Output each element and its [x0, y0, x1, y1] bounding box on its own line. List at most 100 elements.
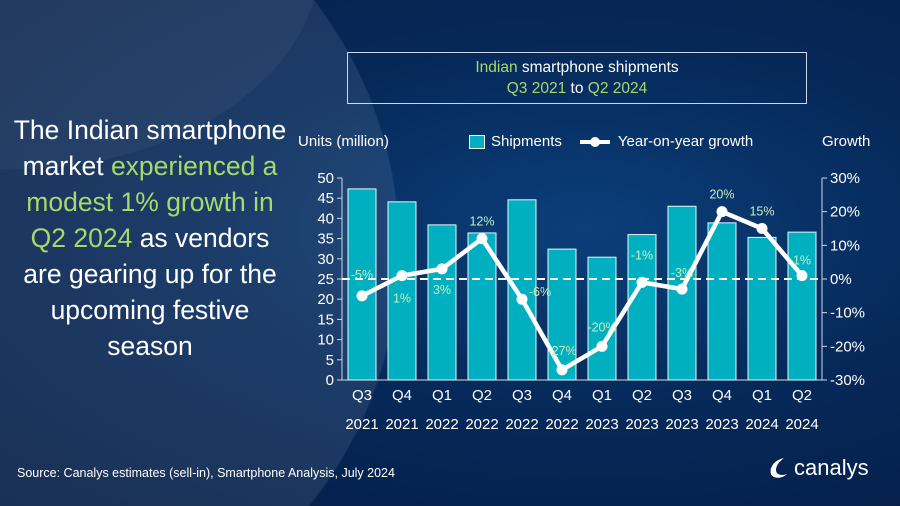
shipments-bar [707, 222, 737, 381]
x-tick-label-year: 2022 [545, 416, 578, 433]
y2-tick-label: 0% [830, 271, 852, 288]
x-tick-label-quarter: Q3 [672, 387, 692, 404]
x-tick-label-quarter: Q1 [592, 387, 612, 404]
x-tick-label-quarter: Q3 [512, 387, 532, 404]
y-tick-label: 45 [317, 190, 334, 207]
y2-axis-title: Growth [822, 133, 871, 150]
canalys-logo: canalys [768, 455, 869, 481]
x-tick-label-quarter: Q2 [792, 387, 812, 404]
x-tick-label-quarter: Q4 [552, 387, 572, 404]
y-tick-label: 50 [317, 170, 334, 187]
growth-point [676, 283, 688, 295]
x-tick-label-year: 2023 [705, 416, 738, 433]
growth-point [596, 340, 608, 352]
growth-point [516, 293, 528, 305]
x-tick-label-year: 2023 [585, 416, 618, 433]
growth-point [716, 206, 728, 218]
shipments-bar [427, 224, 457, 381]
growth-data-label: 20% [709, 188, 734, 202]
growth-data-label: 15% [749, 205, 774, 219]
y-tick-label: 40 [317, 210, 334, 227]
x-tick-label-year: 2022 [505, 416, 538, 433]
growth-line [360, 209, 804, 373]
growth-data-label: 1% [393, 292, 411, 306]
y2-tick-label: -20% [830, 338, 865, 355]
y-tick-label: 0 [326, 372, 334, 389]
y2-tick-label: 10% [830, 237, 860, 254]
x-tick-label-year: 2021 [345, 416, 378, 433]
shipments-bar [347, 188, 377, 381]
x-tick-label-quarter: Q3 [352, 387, 372, 404]
y-tick-label: 25 [317, 271, 334, 288]
x-tick-label-quarter: Q2 [632, 387, 652, 404]
growth-point [476, 233, 488, 245]
y-tick-label: 5 [326, 352, 334, 369]
growth-data-label: 1% [793, 254, 811, 268]
y2-tick-label: 30% [830, 170, 860, 187]
x-tick-label-year: 2022 [425, 416, 458, 433]
x-tick-label-year: 2023 [625, 416, 658, 433]
legend-shipments: Shipments [491, 133, 562, 150]
growth-point [436, 263, 448, 275]
y-tick-label: 20 [317, 291, 334, 308]
shipments-bar [587, 256, 617, 381]
y2-tick-label: -30% [830, 372, 865, 389]
growth-data-label: -3% [671, 266, 693, 280]
growth-point [756, 223, 768, 234]
legend: Shipments Year-on-year growth [469, 133, 753, 150]
x-tick-label-quarter: Q4 [392, 387, 412, 404]
headline-text: The Indian smartphone market [13, 115, 287, 181]
growth-point [796, 270, 808, 282]
y-tick-label: 10 [317, 332, 334, 349]
title-highlight: Q3 2021 [506, 80, 567, 97]
growth-data-label: -5% [351, 268, 373, 282]
growth-data-label: 3% [433, 283, 451, 297]
chart-title: Indian smartphone shipments Q3 2021 to Q… [347, 52, 807, 104]
growth-data-label: -20% [587, 320, 616, 334]
growth-data-label: -6% [529, 285, 551, 299]
growth-point [556, 364, 568, 376]
legend-growth: Year-on-year growth [617, 133, 754, 150]
shipments-bar [547, 248, 577, 381]
title-text: smartphone shipments [517, 59, 679, 76]
logo-text: canalys [794, 455, 869, 480]
growth-point [396, 270, 408, 282]
title-highlight: Q2 2024 [587, 80, 648, 97]
canalys-swoosh-icon [770, 458, 787, 478]
x-tick-label-quarter: Q4 [712, 387, 732, 404]
growth-point [636, 276, 648, 288]
y-tick-label: 35 [317, 231, 334, 248]
growth-data-label: 12% [469, 215, 494, 229]
x-tick-label-year: 2023 [665, 416, 698, 433]
legend-line-swatch [579, 136, 610, 147]
growth-point [356, 290, 368, 302]
shipments-bar [387, 201, 417, 381]
shipments-bar [507, 199, 537, 381]
x-tick-label-year: 2024 [785, 416, 818, 433]
y-tick-label: 30 [317, 251, 334, 268]
title-text: to [566, 80, 588, 97]
y-axis-title: Units (million) [298, 133, 389, 150]
title-highlight: Indian [475, 59, 518, 76]
shipments-bar [787, 231, 817, 381]
shipments-bar [747, 236, 777, 381]
y2-tick-label: 20% [830, 204, 860, 221]
source-note: Source: Canalys estimates (sell-in), Sma… [17, 466, 395, 480]
legend-bar-swatch [469, 134, 485, 149]
x-tick-label-quarter: Q1 [432, 387, 452, 404]
y-tick-label: 15 [317, 311, 334, 328]
headline: The Indian smartphone market experienced… [10, 112, 290, 364]
x-tick-label-quarter: Q1 [752, 387, 772, 404]
x-tick-label-year: 2022 [465, 416, 498, 433]
shipments-bar [467, 232, 497, 381]
headline-highlight: experienced a modest 1% growth in Q2 202… [26, 151, 278, 253]
growth-data-label: -27% [547, 344, 576, 358]
shipments-bar [627, 234, 657, 381]
x-tick-label-year: 2021 [385, 416, 418, 433]
x-tick-label-quarter: Q2 [472, 387, 492, 404]
y2-tick-label: -10% [830, 305, 865, 322]
x-tick-label-year: 2024 [745, 416, 778, 433]
headline-text: as vendors are gearing up for the upcomi… [23, 223, 277, 361]
